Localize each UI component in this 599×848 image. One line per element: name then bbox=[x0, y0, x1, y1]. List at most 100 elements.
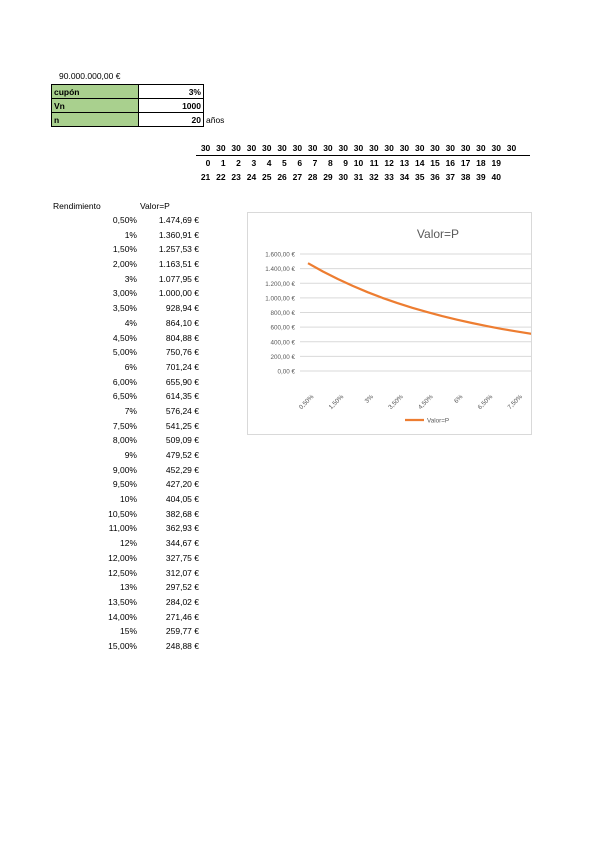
param-label[interactable]: cupón bbox=[51, 84, 139, 99]
cashflow-cell[interactable]: 31 bbox=[353, 172, 364, 182]
cashflow-cell[interactable]: 30 bbox=[460, 143, 471, 153]
yield-price[interactable]: 864,10 € bbox=[165, 317, 199, 328]
cashflow-cell[interactable]: 30 bbox=[369, 143, 379, 153]
yield-rate[interactable]: 3,50% bbox=[112, 303, 137, 314]
cashflow-cell[interactable]: 33 bbox=[384, 172, 394, 182]
yield-price[interactable]: 804,88 € bbox=[165, 332, 199, 343]
cashflow-cell[interactable]: 34 bbox=[399, 172, 410, 182]
yield-rate[interactable]: 9,50% bbox=[112, 479, 137, 490]
cashflow-cell[interactable]: 30 bbox=[216, 143, 226, 153]
cashflow-cell[interactable]: 39 bbox=[476, 172, 486, 182]
cashflow-cell[interactable]: 0 bbox=[205, 158, 211, 168]
cashflow-cell[interactable]: 23 bbox=[231, 172, 241, 182]
yield-price[interactable]: 284,02 € bbox=[165, 596, 199, 607]
cashflow-cell[interactable]: 12 bbox=[384, 158, 394, 168]
yield-price[interactable]: 297,52 € bbox=[165, 582, 199, 593]
cashflow-cell[interactable]: 30 bbox=[292, 143, 303, 153]
yield-rate[interactable]: 3% bbox=[124, 273, 137, 284]
cashflow-cell[interactable]: 24 bbox=[246, 172, 257, 182]
yield-price[interactable]: 701,24 € bbox=[165, 361, 199, 372]
cashflow-cell[interactable]: 30 bbox=[491, 143, 501, 153]
yield-price[interactable]: 362,93 € bbox=[165, 523, 199, 534]
cashflow-cell[interactable]: 15 bbox=[430, 158, 440, 168]
cashflow-cell[interactable]: 11 bbox=[369, 158, 379, 168]
cashflow-cell[interactable]: 30 bbox=[307, 143, 318, 153]
yield-price[interactable]: 479,52 € bbox=[165, 450, 199, 460]
param-value[interactable]: 20 bbox=[138, 112, 204, 127]
yield-rate[interactable]: 12,50% bbox=[108, 567, 137, 578]
yield-price[interactable]: 614,35 € bbox=[165, 391, 199, 402]
yield-price[interactable]: 509,09 € bbox=[165, 435, 199, 446]
cashflow-cell[interactable]: 27 bbox=[292, 172, 303, 182]
yield-price[interactable]: 1.163,51 € bbox=[158, 259, 199, 270]
cashflow-cell[interactable]: 28 bbox=[307, 172, 318, 182]
yield-rate[interactable]: 12% bbox=[119, 538, 137, 549]
price-chart[interactable]: Valor=P 1.600,00 € 1.400,00 € 1.200,00 € 1.0… bbox=[247, 212, 599, 435]
yield-price[interactable]: 452,29 € bbox=[165, 464, 199, 475]
cashflow-cell[interactable]: 30 bbox=[200, 143, 211, 153]
cashflow-cell[interactable]: 7 bbox=[312, 158, 318, 168]
yield-rate[interactable]: 12,00% bbox=[108, 552, 137, 563]
yield-rate[interactable]: 14,00% bbox=[108, 611, 137, 622]
cashflow-cell[interactable]: 18 bbox=[476, 158, 486, 168]
yield-price[interactable]: 1.474,69 € bbox=[158, 215, 199, 225]
yield-price[interactable]: 1.360,91 € bbox=[158, 229, 199, 240]
yield-price[interactable]: 576,24 € bbox=[165, 405, 199, 416]
yield-rate[interactable]: 13% bbox=[119, 582, 137, 593]
yield-rate[interactable]: 1% bbox=[124, 229, 137, 240]
yield-rate[interactable]: 15% bbox=[119, 626, 137, 637]
cashflow-cell[interactable]: 30 bbox=[353, 143, 364, 153]
cashflow-cell[interactable]: 30 bbox=[338, 172, 348, 182]
cashflow-cell[interactable]: 26 bbox=[277, 172, 287, 182]
yield-price[interactable]: 382,68 € bbox=[165, 508, 199, 519]
yield-rate[interactable]: 9% bbox=[124, 450, 137, 460]
cashflow-cell[interactable]: 30 bbox=[399, 143, 410, 153]
yield-price[interactable]: 1.077,95 € bbox=[158, 273, 199, 284]
cashflow-cell[interactable]: 30 bbox=[445, 143, 456, 153]
yield-rate[interactable]: 10,50% bbox=[108, 508, 137, 519]
param-label[interactable]: n bbox=[51, 112, 139, 127]
yield-rate[interactable]: 2,00% bbox=[112, 259, 137, 270]
yield-rate[interactable]: 11,00% bbox=[108, 523, 137, 534]
yield-price[interactable]: 750,76 € bbox=[165, 347, 199, 358]
cashflow-cell[interactable]: 21 bbox=[200, 172, 211, 182]
yield-price[interactable]: 1.000,00 € bbox=[158, 288, 199, 299]
cashflow-cell[interactable]: 6 bbox=[297, 158, 303, 168]
cashflow-cell[interactable]: 14 bbox=[414, 158, 425, 168]
yield-price[interactable]: 259,77 € bbox=[165, 626, 199, 637]
cashflow-cell[interactable]: 30 bbox=[506, 143, 517, 153]
yield-price[interactable]: 327,75 € bbox=[165, 552, 199, 563]
cashflow-cell[interactable]: 5 bbox=[282, 158, 287, 168]
yield-rate[interactable]: 4,50% bbox=[112, 332, 137, 343]
cashflow-cell[interactable]: 38 bbox=[460, 172, 471, 182]
yield-price[interactable]: 928,94 € bbox=[165, 303, 199, 314]
cashflow-cell[interactable]: 9 bbox=[343, 158, 348, 168]
cashflow-cell[interactable]: 37 bbox=[445, 172, 456, 182]
cashflow-cell[interactable]: 2 bbox=[236, 158, 241, 168]
yield-rate[interactable]: 9,00% bbox=[112, 464, 137, 475]
cashflow-cell[interactable]: 30 bbox=[476, 143, 486, 153]
cashflow-cell[interactable]: 32 bbox=[369, 172, 379, 182]
cashflow-cell[interactable]: 30 bbox=[246, 143, 257, 153]
yield-price[interactable]: 655,90 € bbox=[165, 376, 199, 387]
yield-rate[interactable]: 4% bbox=[124, 317, 137, 328]
yield-price[interactable]: 271,46 € bbox=[165, 611, 199, 622]
cashflow-cell[interactable]: 19 bbox=[491, 158, 501, 168]
cashflow-cell[interactable]: 4 bbox=[266, 158, 272, 168]
cashflow-cell[interactable]: 29 bbox=[323, 172, 333, 182]
yield-price[interactable]: 404,05 € bbox=[165, 494, 199, 505]
cashflow-cell[interactable]: 17 bbox=[460, 158, 471, 168]
yield-price[interactable]: 541,25 € bbox=[165, 420, 199, 431]
cashflow-cell[interactable]: 30 bbox=[338, 143, 348, 153]
yield-price[interactable]: 1.257,53 € bbox=[158, 244, 199, 255]
cashflow-cell[interactable]: 16 bbox=[445, 158, 456, 168]
cashflow-cell[interactable]: 30 bbox=[430, 143, 440, 153]
cashflow-cell[interactable]: 30 bbox=[277, 143, 287, 153]
yield-rate[interactable]: 3,00% bbox=[112, 288, 137, 299]
yield-rate[interactable]: 0,50% bbox=[112, 215, 137, 225]
cashflow-cell[interactable]: 40 bbox=[491, 172, 501, 182]
yield-rate[interactable]: 15,00% bbox=[108, 640, 137, 651]
yield-rate[interactable]: 1,50% bbox=[112, 244, 137, 255]
cashflow-cell[interactable]: 30 bbox=[231, 143, 241, 153]
param-label[interactable]: Vn bbox=[51, 98, 139, 113]
